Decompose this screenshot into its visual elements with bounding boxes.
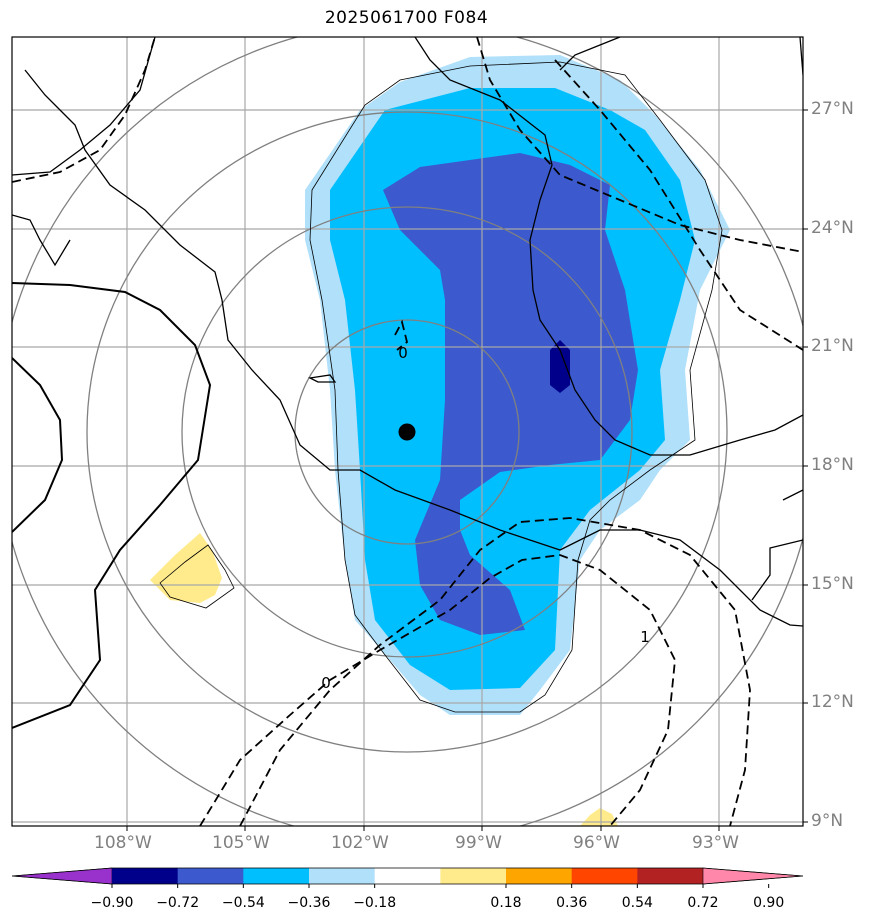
- coastlines: [12, 37, 803, 627]
- colorbar-tick-label: −0.18: [353, 895, 397, 911]
- colorbar-tick-label: 0.72: [687, 895, 719, 911]
- contour-label: 1: [640, 628, 650, 646]
- colorbar-segment: [440, 868, 507, 884]
- contour-label: 0: [398, 344, 408, 362]
- lat-label: 18°N: [811, 455, 854, 475]
- thin-contour-yellow: [159, 544, 235, 609]
- fill-medium-blue-region: [383, 153, 638, 635]
- colorbar-segment: [637, 868, 704, 884]
- colorbar: [11, 867, 804, 888]
- lat-label: 27°N: [811, 99, 854, 119]
- contour-lines: [12, 37, 803, 826]
- lat-label: 15°N: [811, 574, 854, 594]
- map-frame: [11, 36, 804, 827]
- lon-label: 102°W: [331, 833, 389, 853]
- colorbar-tick-label: 0.90: [753, 895, 785, 911]
- colorbar-segment: [571, 868, 638, 884]
- colorbar-segment: [374, 868, 441, 884]
- lon-label: 96°W: [573, 833, 620, 853]
- colorbar-segment: [112, 868, 179, 884]
- colorbar-tick-label: −0.72: [156, 895, 200, 911]
- colorbar-segment: [243, 868, 310, 884]
- colorbar-segment: [177, 868, 244, 884]
- fill-dark-blue-region: [550, 340, 570, 393]
- lon-label: 105°W: [212, 833, 270, 853]
- lat-label: 21°N: [811, 336, 854, 356]
- colorbar-tick-label: 0.18: [490, 895, 522, 911]
- lon-label: 99°W: [455, 833, 502, 853]
- colorbar-min-extension: [11, 867, 113, 885]
- storm-center-marker: [398, 423, 416, 441]
- map-title: 2025061700 F084: [324, 8, 489, 28]
- colorbar-tick-label: 0.36: [556, 895, 588, 911]
- lon-label: 108°W: [94, 833, 152, 853]
- colorbar-segment: [506, 868, 573, 884]
- colorbar-tick-label: −0.36: [287, 895, 331, 911]
- range-rings: [12, 37, 803, 826]
- colorbar-max-extension: [702, 867, 804, 885]
- contour-label: 0: [321, 674, 331, 692]
- graticule: [12, 37, 803, 826]
- lat-label: 9°N: [811, 811, 844, 831]
- thin-contour: [309, 61, 723, 713]
- colorbar-tick-label: −0.54: [221, 895, 265, 911]
- lat-label: 24°N: [811, 218, 854, 238]
- colorbar-tick-label: 0.54: [621, 895, 653, 911]
- lon-label: 93°W: [692, 833, 739, 853]
- lat-label: 12°N: [811, 692, 854, 712]
- colorbar-segment: [309, 868, 376, 884]
- colorbar-tick-label: −0.90: [90, 895, 134, 911]
